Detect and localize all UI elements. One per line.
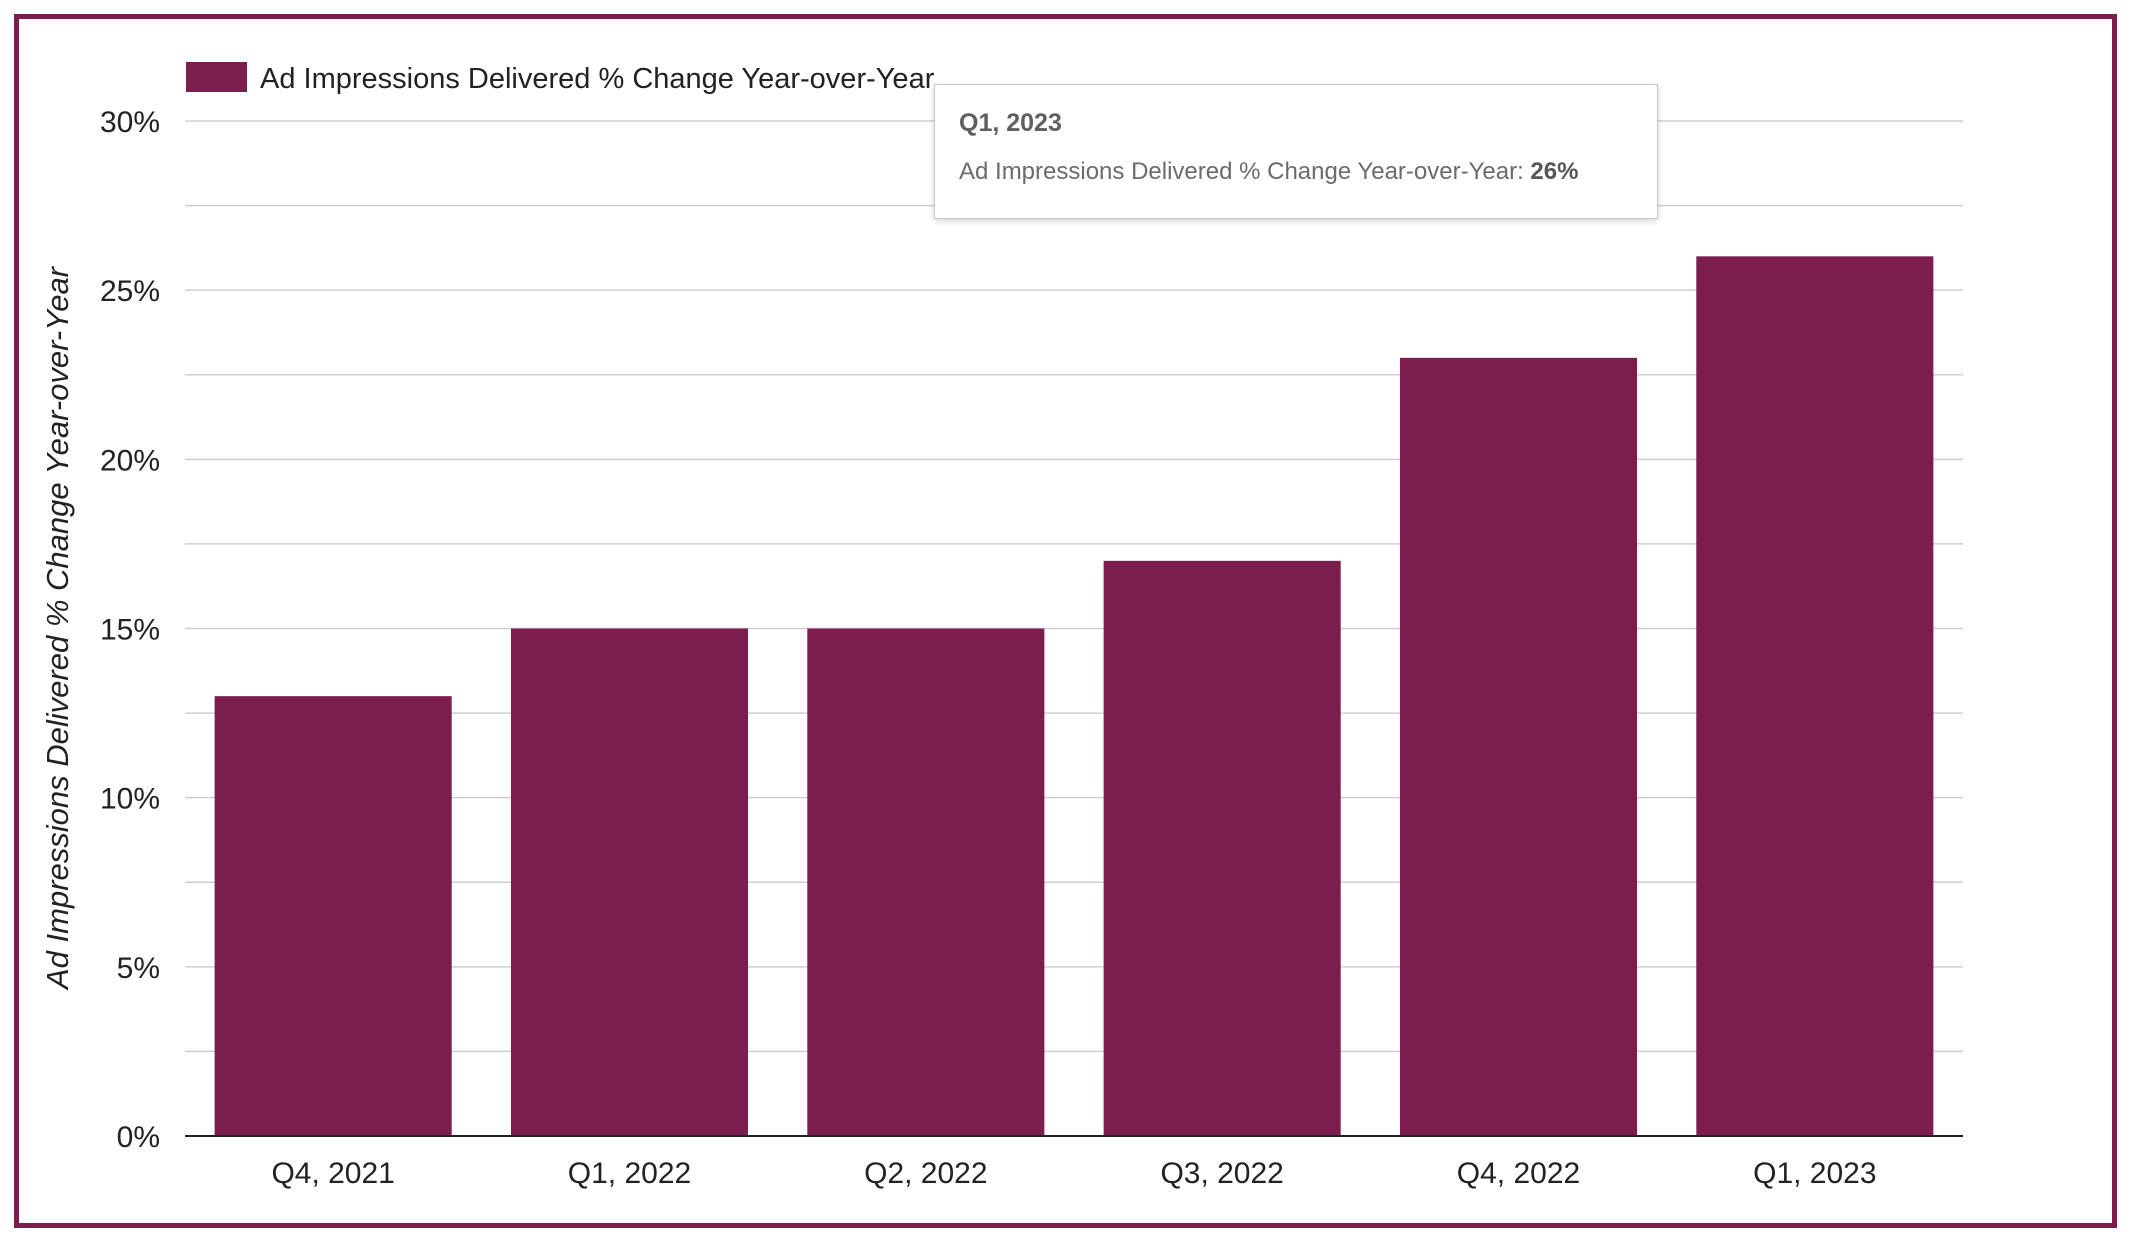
tooltip-line: Ad Impressions Delivered % Change Year-o… [959, 158, 1633, 186]
tooltip-label: Ad Impressions Delivered % Change Year-o… [959, 158, 1531, 185]
y-tick-label: 5% [117, 952, 160, 985]
bars [214, 256, 1934, 1137]
bar[interactable] [807, 628, 1045, 1137]
y-tick-label: 10% [100, 783, 160, 816]
x-tick-label: Q4, 2022 [1457, 1157, 1580, 1190]
legend-swatch[interactable] [186, 62, 247, 92]
y-tick-label: 0% [117, 1121, 160, 1154]
legend-label[interactable]: Ad Impressions Delivered % Change Year-o… [260, 63, 935, 95]
tooltip: Q1, 2023 Ad Impressions Delivered % Chan… [934, 84, 1658, 219]
chart-frame [14, 14, 2117, 1228]
bar[interactable] [510, 628, 749, 1137]
bar[interactable] [1399, 357, 1638, 1136]
tooltip-value: 26% [1530, 158, 1579, 185]
tooltip-title: Q1, 2023 [959, 109, 1062, 137]
bar[interactable] [214, 696, 452, 1136]
y-tick-label: 15% [100, 614, 160, 647]
x-tick-label: Q1, 2023 [1753, 1157, 1876, 1190]
bar[interactable] [1696, 256, 1934, 1136]
x-tick-labels: Q4, 2021 Q1, 2022 Q2, 2022 Q3, 2022 Q4, 2022… [271, 1157, 1876, 1190]
y-tick-label: 30% [100, 106, 160, 139]
y-axis-label: Ad Impressions Delivered % Change Year-o… [40, 265, 75, 991]
y-tick-label: 20% [100, 444, 160, 477]
y-tick-label: 25% [100, 275, 160, 308]
x-tick-label: Q3, 2022 [1160, 1157, 1283, 1190]
bar[interactable] [1103, 560, 1341, 1136]
x-tick-label: Q1, 2022 [568, 1157, 691, 1190]
y-tick-labels: 0% 5% 10% 15% 20% 25% 30% [100, 106, 160, 1154]
x-tick-label: Q4, 2021 [271, 1157, 394, 1190]
x-tick-label: Q2, 2022 [864, 1157, 987, 1190]
